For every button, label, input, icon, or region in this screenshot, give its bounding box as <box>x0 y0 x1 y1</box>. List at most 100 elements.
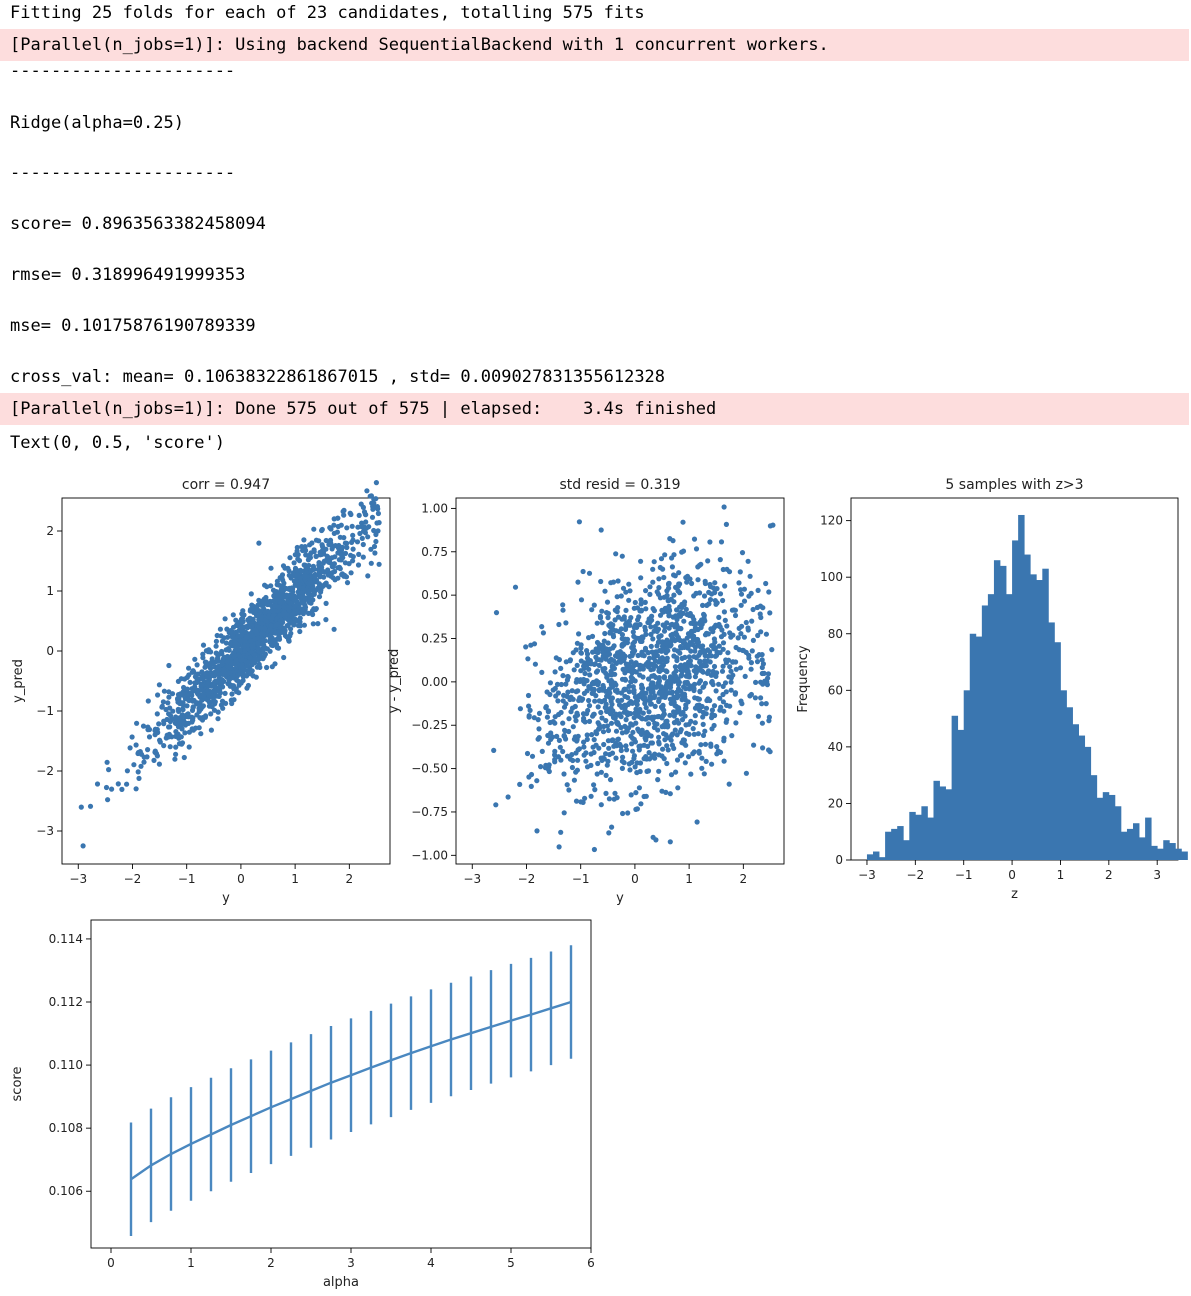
scatter-point <box>627 622 633 628</box>
scatter-point <box>664 760 670 767</box>
scatter-point <box>194 712 200 718</box>
scatter-point <box>683 606 689 612</box>
scatter-point <box>638 608 645 614</box>
scatter-point <box>119 786 125 792</box>
y-tick-label: 100 <box>820 570 843 584</box>
scatter-point <box>759 701 765 707</box>
scatter-point <box>760 661 767 667</box>
scatter-point <box>676 709 682 715</box>
scatter-point <box>748 660 755 666</box>
scatter-point <box>606 745 612 751</box>
y-tick-label: −0.25 <box>411 718 448 732</box>
scatter-point <box>684 730 690 736</box>
scatter-point <box>649 740 656 746</box>
scatter-point <box>375 510 381 517</box>
scatter-point <box>741 586 748 592</box>
figure-row-diagnostics: −3 −2 −1 0 1 2 −3 −2 −1 0 1 2 corr = 0.947 y y_pred −3… <box>11 477 1188 906</box>
scatter-point <box>78 804 84 810</box>
scatter-point <box>297 628 303 635</box>
scatter-point <box>258 616 265 622</box>
scatter-point <box>133 786 139 792</box>
scatter-point <box>639 685 645 691</box>
scatter-point <box>663 608 670 614</box>
scatter-point <box>629 700 636 706</box>
scatter-point <box>724 623 730 629</box>
scatter-point <box>211 683 217 689</box>
scatter-point <box>578 668 584 674</box>
scatter-point <box>567 657 574 663</box>
scatter-point <box>704 602 710 608</box>
separator-line: ---------------------- <box>10 61 236 81</box>
scatter-point <box>693 546 700 552</box>
scatter-point <box>281 580 287 586</box>
scatter-point <box>186 744 192 750</box>
scatter-point <box>175 706 181 712</box>
scatter-point <box>714 751 720 757</box>
scatter-point <box>281 654 287 661</box>
scatter-point <box>594 656 600 663</box>
scatter-point <box>690 637 697 643</box>
y-tick-label: 0 <box>46 644 54 658</box>
scatter-point <box>264 601 270 607</box>
scatter-point <box>290 620 297 626</box>
scatter-point <box>609 680 615 686</box>
y-tick-label: 1.00 <box>421 501 448 515</box>
scatter-point <box>268 623 274 629</box>
x-axis-label: alpha <box>323 1275 359 1290</box>
scatter-point <box>205 697 211 703</box>
scatter-point <box>301 622 307 628</box>
scatter-point <box>640 665 646 671</box>
scatter-point <box>301 537 307 543</box>
scatter-point <box>619 730 626 736</box>
scatter-point <box>545 740 552 746</box>
scatter-point <box>657 647 663 654</box>
scatter-point <box>667 839 673 845</box>
y-tick-label: 0.106 <box>49 1184 83 1198</box>
scatter-point <box>671 653 677 659</box>
scatter-point <box>747 573 753 579</box>
scatter-point <box>754 604 761 611</box>
scatter-point <box>738 631 744 637</box>
scatter-point <box>181 754 187 761</box>
scatter-point <box>190 698 196 704</box>
scatter-point <box>200 642 207 648</box>
scatter-point <box>608 720 615 726</box>
scatter-point <box>766 714 773 720</box>
scatter-point <box>584 651 591 657</box>
scatter-point <box>583 750 589 756</box>
scatter-point <box>272 661 278 667</box>
scatter-point <box>186 665 192 671</box>
scatter-point <box>573 718 579 724</box>
scatter-point <box>277 629 283 635</box>
scatter-point <box>326 542 332 548</box>
scatter-point <box>244 685 250 691</box>
scatter-point <box>607 629 613 635</box>
scatter-point <box>611 658 617 664</box>
scatter-point <box>610 622 616 628</box>
scatter-point <box>167 718 173 725</box>
scatter-point <box>607 777 614 783</box>
scatter-point <box>183 712 190 718</box>
scatter-point <box>615 578 621 584</box>
scatter-point <box>724 717 730 723</box>
scatter-point <box>628 666 635 672</box>
scatter-point <box>200 715 206 721</box>
x-tick-label: 2 <box>740 872 748 886</box>
scatter-point <box>691 686 697 692</box>
scatter-point <box>306 595 312 601</box>
scatter-point <box>613 755 619 761</box>
histogram-bar <box>1048 622 1055 860</box>
scatter-point <box>702 741 709 747</box>
scatter-point <box>669 742 676 748</box>
scatter-point <box>166 689 172 695</box>
scatter-point <box>589 607 595 613</box>
scatter-point <box>256 635 262 641</box>
scatter-point <box>592 698 598 704</box>
scatter-point <box>585 707 591 714</box>
scatter-point <box>548 730 554 736</box>
scatter-point <box>615 737 621 743</box>
scatter-point <box>586 684 592 690</box>
scatter-point <box>605 738 612 744</box>
scatter-point <box>564 753 571 759</box>
subplot-pred-vs-true: −3 −2 −1 0 1 2 −3 −2 −1 0 1 2 corr = 0.947 y y_pred <box>11 477 391 906</box>
